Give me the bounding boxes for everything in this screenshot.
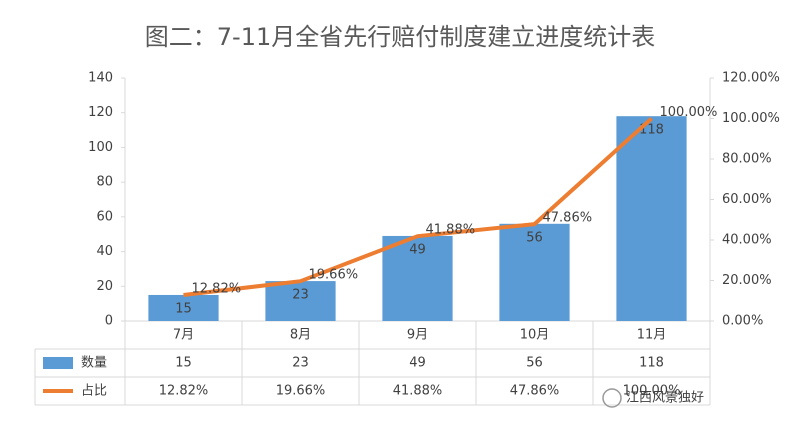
- bar-value-label: 56: [526, 230, 543, 245]
- y-tick-label: 40: [96, 244, 113, 259]
- line-value-label: 19.66%: [309, 268, 359, 283]
- y2-tick-label: 120.00%: [722, 71, 780, 86]
- table-cell: 12.82%: [159, 384, 209, 399]
- y-tick-label: 80: [96, 175, 113, 190]
- table-cell: 47.86%: [510, 384, 560, 399]
- table-cell: 100.00%: [623, 384, 681, 399]
- bar-value-label: 49: [409, 242, 426, 257]
- bar: [265, 281, 336, 321]
- y2-tick-label: 0.00%: [722, 314, 763, 329]
- x-tick-label: 10月: [520, 328, 550, 343]
- x-tick-label: 11月: [637, 328, 667, 343]
- table-cell: 41.88%: [393, 384, 443, 399]
- table-cell: 118: [639, 356, 664, 371]
- y2-tick-label: 100.00%: [722, 111, 780, 126]
- watermark: 江西风景独好: [626, 391, 704, 406]
- y2-tick-label: 60.00%: [722, 192, 772, 207]
- y-tick-label: 100: [88, 140, 113, 155]
- x-tick-label: 9月: [407, 328, 428, 343]
- line-value-label: 47.86%: [543, 211, 593, 226]
- bar: [148, 294, 219, 321]
- table-cell: 19.66%: [276, 384, 326, 399]
- watermark-icon: [602, 388, 622, 408]
- y-tick-label: 140: [88, 71, 113, 86]
- y-tick-label: 120: [88, 105, 113, 120]
- line-value-label: 100.00%: [660, 105, 718, 120]
- legend-swatch: [43, 357, 73, 369]
- table-cell: 49: [409, 356, 426, 371]
- x-tick-label: 7月: [173, 328, 194, 343]
- legend-label: 数量: [81, 356, 107, 371]
- legend-label: 占比: [81, 384, 107, 399]
- bar: [499, 223, 570, 321]
- chart-title: 图二：7-11月全省先行赔付制度建立进度统计表: [145, 23, 655, 51]
- table-cell: 56: [526, 356, 543, 371]
- bar: [616, 116, 687, 321]
- line-value-label: 12.82%: [192, 282, 242, 297]
- y2-tick-label: 20.00%: [722, 273, 772, 288]
- bar: [382, 235, 453, 321]
- y-tick-label: 0: [105, 314, 113, 329]
- table-cell: 15: [175, 356, 192, 371]
- bar-value-label: 15: [175, 301, 192, 316]
- line: [183, 117, 653, 298]
- bar-value-label: 23: [292, 288, 309, 303]
- y2-tick-label: 40.00%: [722, 233, 772, 248]
- table-cell: 23: [292, 356, 309, 371]
- y-tick-label: 20: [96, 279, 113, 294]
- x-tick-label: 8月: [290, 328, 311, 343]
- line-value-label: 41.88%: [426, 223, 476, 238]
- y-tick-label: 60: [96, 209, 113, 224]
- y2-tick-label: 80.00%: [722, 152, 772, 167]
